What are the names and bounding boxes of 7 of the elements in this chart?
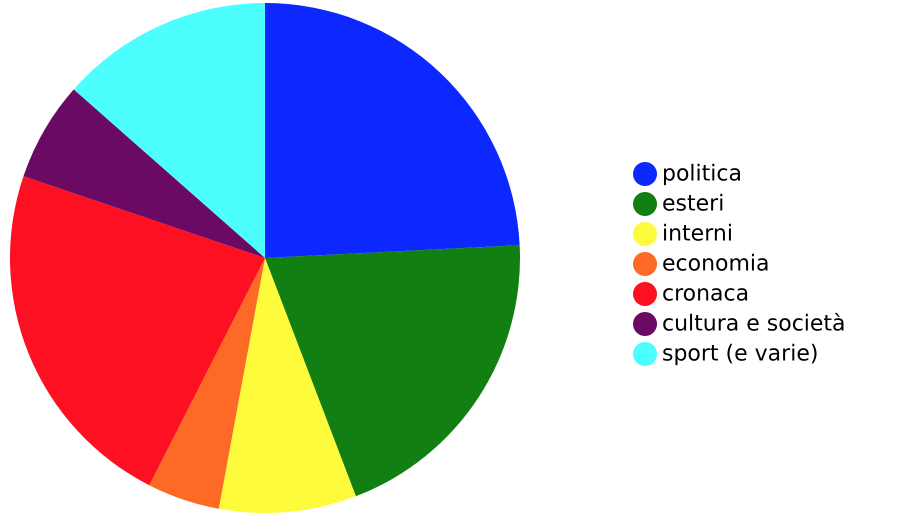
legend-label: esteri [662,192,724,216]
legend-label: interni [662,222,733,246]
legend-label: economia [662,252,770,276]
legend-label: cultura e società [662,312,846,336]
legend-label: sport (e varie) [662,342,818,366]
legend-label: cronaca [662,282,750,306]
legend-label: politica [662,162,742,186]
